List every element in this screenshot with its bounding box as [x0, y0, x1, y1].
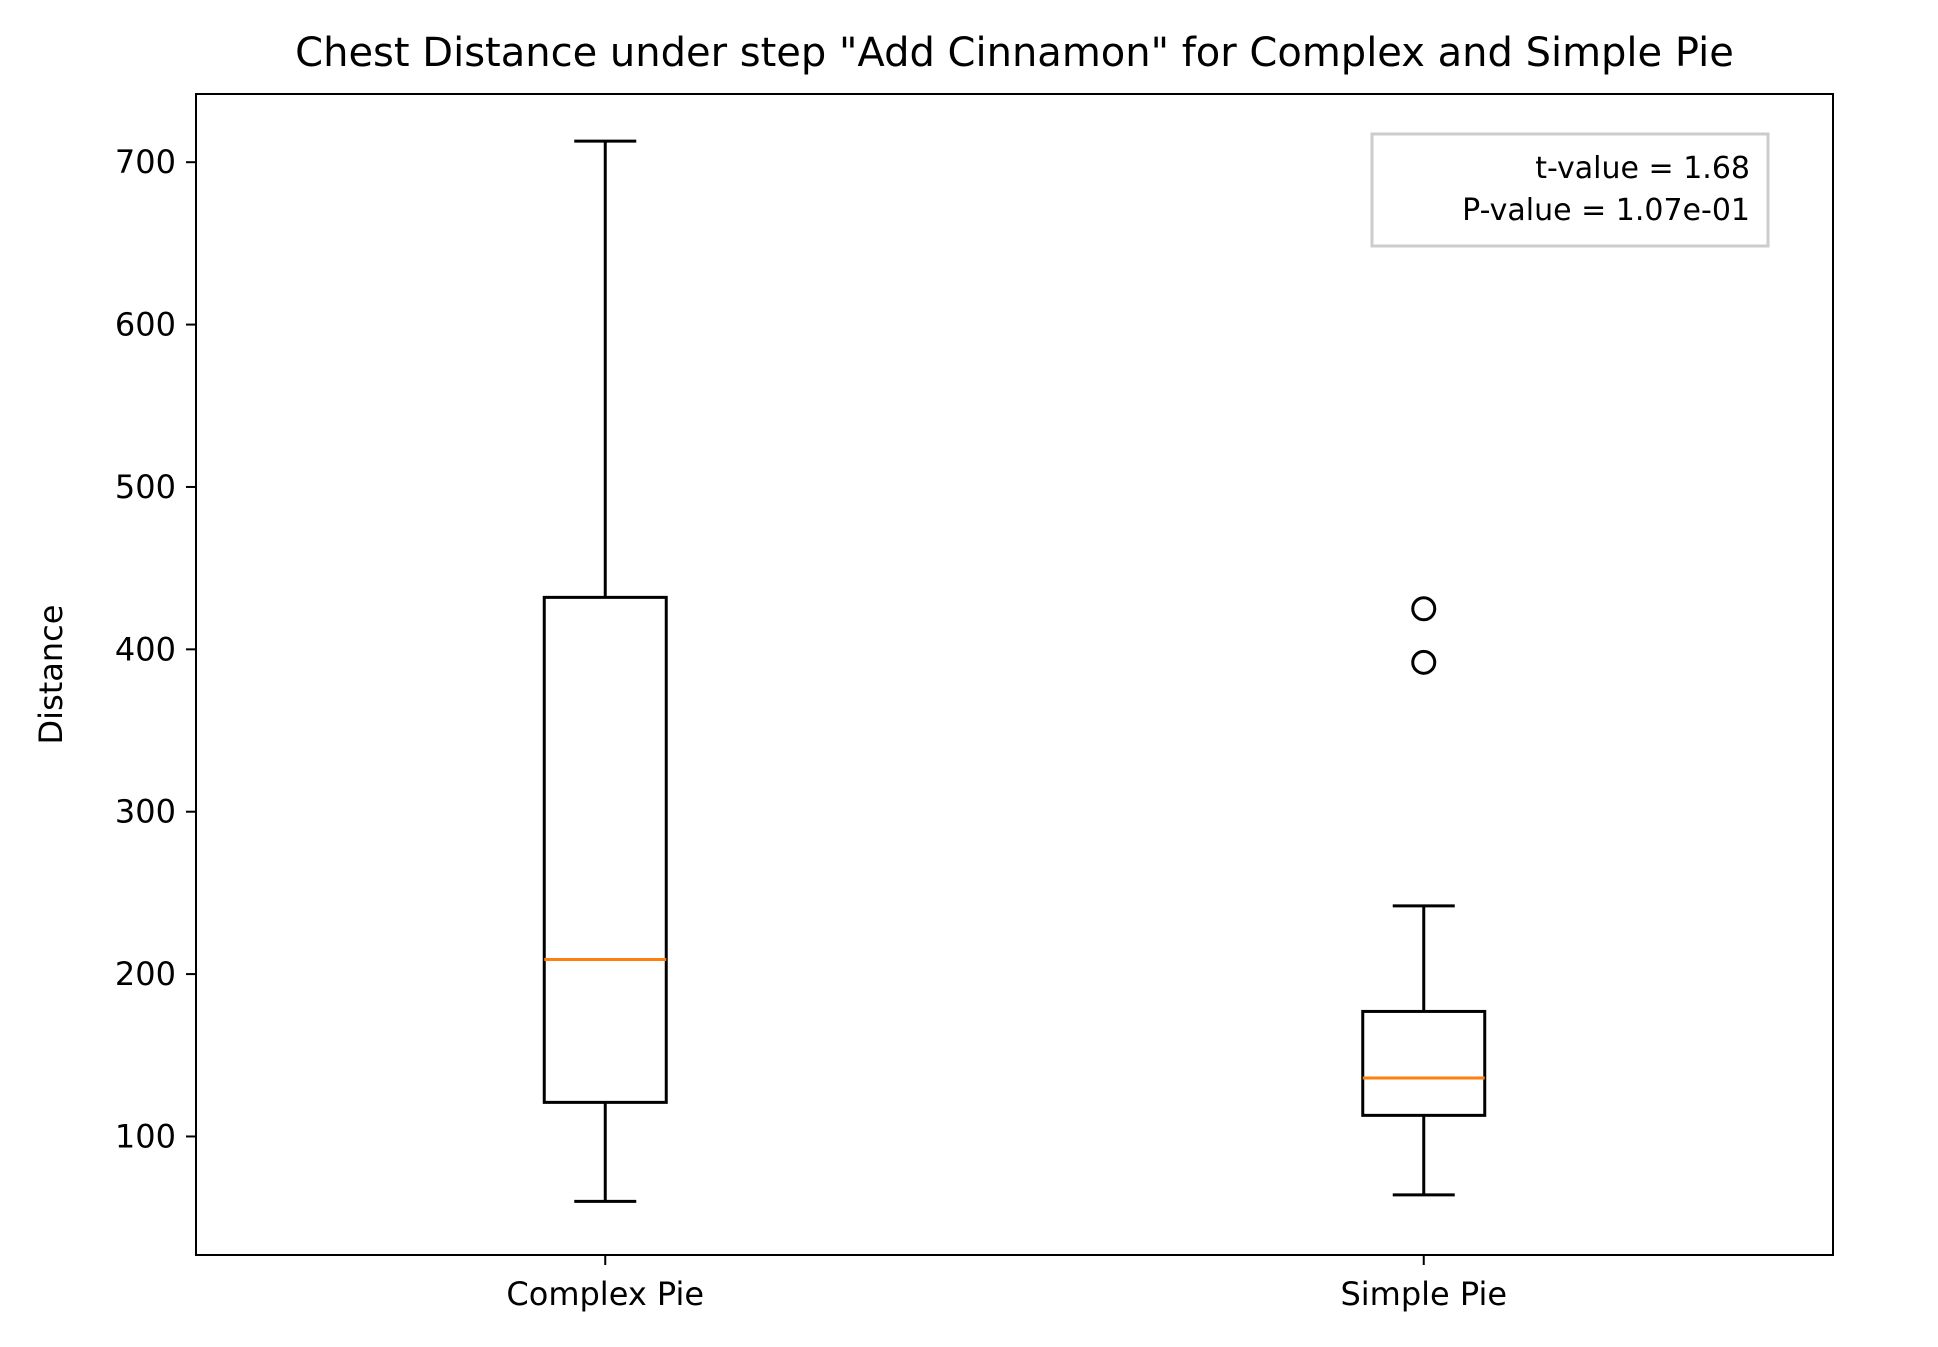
y-tick-label: 100 [115, 1117, 176, 1155]
box-simple-pie [1361, 596, 1487, 1197]
stats-annotation-frame [1370, 132, 1770, 248]
y-axis-label: Distance [32, 605, 70, 745]
outlier-point [1411, 649, 1437, 675]
p-value-text: P-value = 1.07e-01 [1462, 193, 1750, 228]
axes-frame [195, 93, 1834, 1256]
y-tick-label: 200 [115, 955, 176, 993]
x-tick-label: Complex Pie [506, 1275, 704, 1313]
box-complex-pie [542, 139, 668, 1203]
y-tick-label: 300 [115, 793, 176, 831]
outlier-point [1411, 596, 1437, 622]
y-tick-label: 500 [115, 468, 176, 506]
x-tick-label: Simple Pie [1340, 1275, 1507, 1313]
t-value-text: t-value = 1.68 [1535, 151, 1750, 186]
iqr-box [542, 595, 668, 1104]
axis-ticks: 100 200 300 400 500 600 700 Complex Pie Simple P… [115, 143, 1507, 1313]
iqr-box [1361, 1009, 1487, 1117]
y-tick-label: 700 [115, 143, 176, 181]
stats-annotation: t-value = 1.68 P-value = 1.07e-01 [1370, 132, 1770, 248]
boxes [542, 139, 1487, 1203]
y-tick-label: 600 [115, 306, 176, 344]
chart-title: Chest Distance under step "Add Cinnamon"… [295, 30, 1734, 76]
y-tick-label: 400 [115, 630, 176, 668]
